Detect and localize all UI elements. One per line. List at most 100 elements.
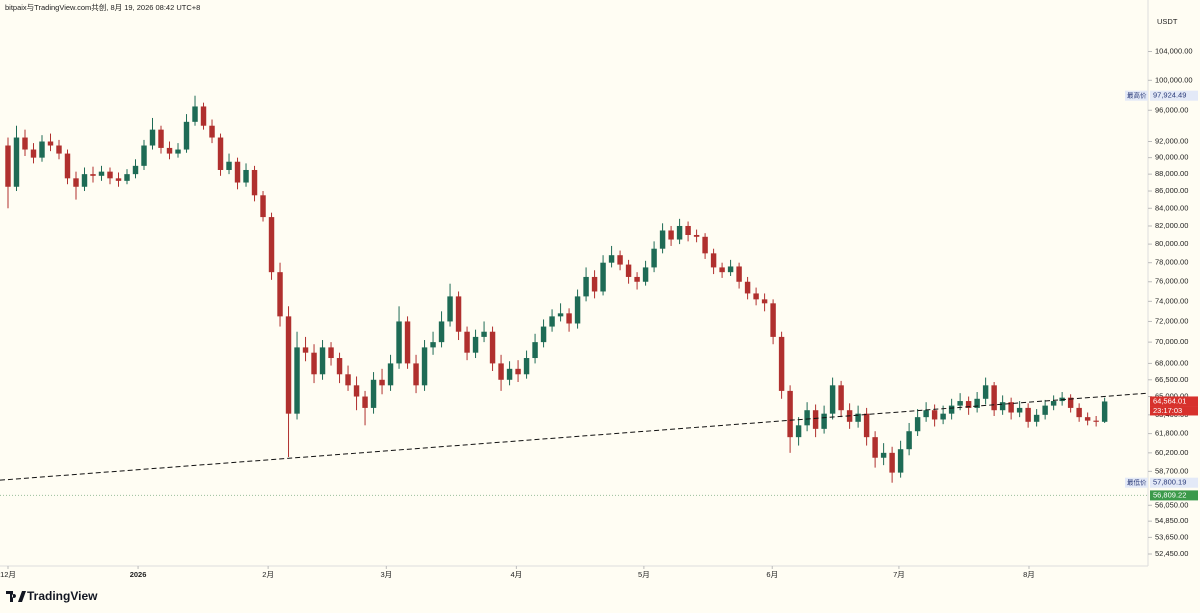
candle-body (90, 174, 96, 176)
candle-body (965, 401, 972, 408)
x-tick-label: 12月 (0, 570, 16, 579)
candle-body (464, 331, 470, 353)
candle-body (957, 401, 963, 406)
candle-body (243, 169, 249, 183)
candle-body (804, 410, 810, 426)
y-tick-label: 92,000.00 (1155, 136, 1188, 145)
candle-body (1050, 401, 1057, 406)
candle-body (39, 141, 45, 158)
candle-body (897, 449, 904, 473)
candle-body (940, 413, 946, 420)
candle-body (787, 390, 793, 438)
candle-body (948, 405, 955, 414)
candle-body (217, 137, 224, 170)
candle-body (880, 452, 887, 458)
y-tick-label: 104,000.00 (1155, 46, 1193, 55)
y-tick-label: 76,000.00 (1155, 277, 1188, 286)
y-tick-label: 68,000.00 (1155, 358, 1188, 367)
axis: 104,000.00 100,000.00 96,000.00 92,000.00 90… (0, 46, 1198, 579)
candle-body (115, 178, 122, 181)
candle-body (999, 402, 1006, 411)
candle-body (889, 452, 895, 473)
y-tick-label: 56,050.00 (1155, 500, 1188, 509)
y-tick-label: 100,000.00 (1155, 75, 1193, 84)
candle-body (651, 248, 657, 268)
candle-body (141, 145, 147, 166)
candle-body (693, 234, 700, 237)
y-tick-label: 54,850.00 (1155, 516, 1188, 525)
candle-body (515, 368, 521, 375)
x-tick-label: 3月 (380, 570, 392, 579)
candle-body (285, 316, 292, 414)
low-marker-box (1150, 477, 1198, 488)
candle-body (557, 313, 564, 317)
low-marker-label: 57,800.19 (1153, 478, 1186, 487)
candle-body (931, 410, 938, 420)
y-tick-label: 60,200.00 (1155, 448, 1188, 457)
candle-body (107, 171, 113, 179)
candle-body (710, 253, 717, 268)
candle-body (1084, 417, 1091, 421)
candle-body (124, 174, 130, 181)
candle-body (5, 145, 11, 187)
candle-body (982, 385, 989, 399)
x-tick-label: 2026 (130, 570, 147, 579)
candle-body (1076, 407, 1082, 418)
candle-body (583, 276, 589, 297)
x-tick-label: 2月 (262, 570, 274, 579)
y-tick-label: 86,000.00 (1155, 186, 1188, 195)
candle-body (770, 303, 776, 337)
candle-body (158, 129, 164, 148)
candle-body (319, 347, 326, 375)
candle-body (56, 145, 62, 154)
low-marker-tag: 最低价 (1127, 477, 1147, 486)
y-tick-label: 82,000.00 (1155, 221, 1188, 230)
x-tick-label: 4月 (511, 570, 523, 579)
y-tick-label: 61,800.00 (1155, 429, 1188, 438)
logo-text: TradingView (27, 589, 98, 603)
header: bitpaix与TradingView.com共创, 8月 19, 2026 0… (5, 2, 200, 12)
candle-body (523, 358, 530, 375)
candle-body (498, 363, 504, 380)
candle-body (659, 230, 666, 249)
candle-body (1101, 401, 1108, 422)
candle-body (829, 385, 836, 414)
candle-body (634, 276, 640, 282)
candle-body (736, 266, 742, 282)
candle-body (183, 121, 190, 150)
candle-body (974, 398, 980, 408)
logo-icon (6, 591, 26, 602)
y-tick-label: 65,000.00 (1155, 392, 1188, 401)
candle-body (702, 236, 708, 254)
candle-body (1008, 402, 1014, 413)
low-marker-tag-box (1125, 477, 1148, 488)
y-tick-label: 52,450.00 (1155, 549, 1188, 558)
candle-body (260, 195, 266, 218)
candle-body (481, 331, 487, 337)
candle-body (761, 299, 768, 304)
high-marker-tag: 最高价 (1127, 90, 1147, 99)
candle-body (81, 174, 88, 187)
candle-body (430, 342, 436, 348)
countdown-box (1150, 406, 1198, 416)
candle-body (795, 425, 802, 438)
candle-body (251, 169, 258, 196)
candle-body (396, 321, 402, 364)
x-tick-label: 8月 (1023, 570, 1035, 579)
candle-body (447, 296, 453, 322)
countdown: 23:17:03 (1153, 406, 1182, 415)
candle-body (566, 313, 572, 324)
candle-body (387, 363, 394, 386)
y-tick-label: 80,000.00 (1155, 239, 1188, 248)
y-tick-label: 78,000.00 (1155, 258, 1188, 267)
candle-body (404, 321, 411, 364)
candle-body (294, 347, 300, 414)
candle-body (149, 129, 156, 146)
candle-body (166, 147, 173, 154)
candle-body (421, 347, 428, 386)
y-tick-label: 90,000.00 (1155, 153, 1188, 162)
candle-body (175, 149, 181, 154)
candle-body (753, 293, 759, 300)
candle-body (336, 358, 343, 375)
